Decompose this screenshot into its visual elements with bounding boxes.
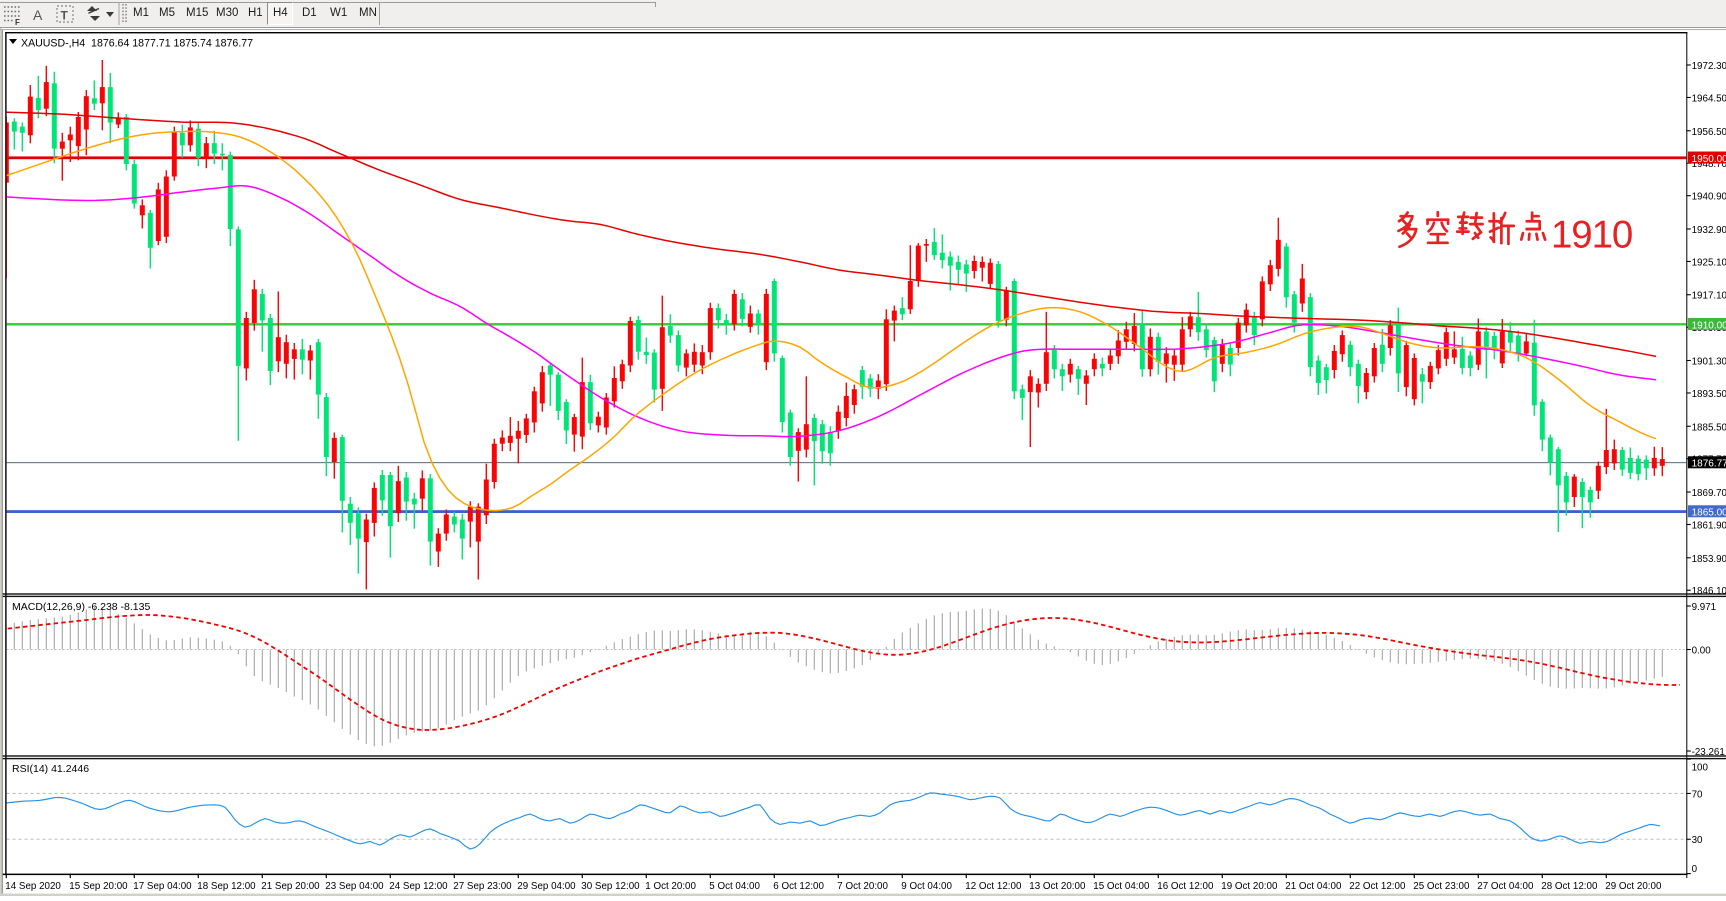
svg-text:1 Oct 20:00: 1 Oct 20:00: [645, 881, 696, 892]
svg-text:1950.00: 1950.00: [1692, 154, 1726, 165]
svg-text:1948.70: 1948.70: [1692, 159, 1726, 170]
svg-text:21 Oct 04:00: 21 Oct 04:00: [1285, 881, 1342, 892]
svg-text:21 Sep 20:00: 21 Sep 20:00: [261, 881, 320, 892]
svg-text:1910: 1910: [1551, 214, 1632, 257]
svg-text:1917.10: 1917.10: [1692, 291, 1726, 302]
svg-text:0.00: 0.00: [1692, 646, 1712, 657]
svg-text:7 Oct 20:00: 7 Oct 20:00: [837, 881, 888, 892]
svg-text:22 Oct 12:00: 22 Oct 12:00: [1349, 881, 1406, 892]
svg-text:28 Oct 12:00: 28 Oct 12:00: [1541, 881, 1598, 892]
svg-text:13 Oct 20:00: 13 Oct 20:00: [1029, 881, 1086, 892]
svg-text:F: F: [15, 18, 20, 27]
svg-text:23 Sep 04:00: 23 Sep 04:00: [325, 881, 384, 892]
svg-text:70: 70: [1692, 789, 1703, 800]
svg-text:1853.90: 1853.90: [1692, 554, 1726, 565]
svg-text:1932.90: 1932.90: [1692, 225, 1726, 236]
svg-text:19 Oct 20:00: 19 Oct 20:00: [1221, 881, 1278, 892]
svg-text:1865.00: 1865.00: [1692, 508, 1726, 519]
svg-text:9 Oct 04:00: 9 Oct 04:00: [901, 881, 952, 892]
svg-text:1846.10: 1846.10: [1692, 586, 1726, 597]
svg-text:A: A: [33, 7, 43, 23]
svg-text:1972.30: 1972.30: [1692, 61, 1726, 72]
svg-text:14 Sep 2020: 14 Sep 2020: [5, 881, 61, 892]
svg-text:1876.77: 1876.77: [1692, 459, 1726, 470]
svg-text:24 Sep 12:00: 24 Sep 12:00: [389, 881, 448, 892]
svg-text:1940.90: 1940.90: [1692, 192, 1726, 203]
svg-text:6 Oct 12:00: 6 Oct 12:00: [773, 881, 824, 892]
svg-text:29 Sep 04:00: 29 Sep 04:00: [517, 881, 576, 892]
svg-text:1869.70: 1869.70: [1692, 488, 1726, 499]
svg-text:1901.30: 1901.30: [1692, 357, 1726, 368]
svg-text:-23.261: -23.261: [1692, 747, 1725, 758]
svg-text:5 Oct 04:00: 5 Oct 04:00: [709, 881, 760, 892]
svg-text:30: 30: [1692, 835, 1703, 846]
svg-text:1861.90: 1861.90: [1692, 520, 1726, 531]
svg-text:9.971: 9.971: [1692, 602, 1717, 613]
svg-text:12 Oct 12:00: 12 Oct 12:00: [965, 881, 1022, 892]
svg-text:1925.10: 1925.10: [1692, 257, 1726, 268]
svg-text:1885.50: 1885.50: [1692, 422, 1726, 433]
svg-text:1910.00: 1910.00: [1692, 320, 1726, 331]
svg-text:15 Sep 20:00: 15 Sep 20:00: [69, 881, 128, 892]
svg-text:17 Sep 04:00: 17 Sep 04:00: [133, 881, 192, 892]
svg-text:29 Oct 20:00: 29 Oct 20:00: [1605, 881, 1662, 892]
svg-text:1964.50: 1964.50: [1692, 93, 1726, 104]
svg-text:100: 100: [1692, 763, 1709, 774]
svg-text:XAUUSD-,H4 1876.64 1877.71 18: XAUUSD-,H4 1876.64 1877.71 1875.74 1876.…: [21, 38, 253, 50]
svg-text:1893.50: 1893.50: [1692, 389, 1726, 400]
svg-text:RSI(14) 41.2446: RSI(14) 41.2446: [12, 763, 89, 775]
svg-text:18 Sep 12:00: 18 Sep 12:00: [197, 881, 256, 892]
svg-text:MACD(12,26,9) -6.238 -8.135: MACD(12,26,9) -6.238 -8.135: [12, 601, 150, 613]
svg-text:30 Sep 12:00: 30 Sep 12:00: [581, 881, 640, 892]
svg-text:0: 0: [1692, 864, 1698, 875]
svg-text:25 Oct 23:00: 25 Oct 23:00: [1413, 881, 1470, 892]
svg-text:15 Oct 04:00: 15 Oct 04:00: [1093, 881, 1150, 892]
svg-text:27 Oct 04:00: 27 Oct 04:00: [1477, 881, 1534, 892]
svg-text:27 Sep 23:00: 27 Sep 23:00: [453, 881, 512, 892]
svg-text:16 Oct 12:00: 16 Oct 12:00: [1157, 881, 1214, 892]
svg-text:T: T: [61, 9, 69, 23]
svg-text:1956.50: 1956.50: [1692, 127, 1726, 138]
